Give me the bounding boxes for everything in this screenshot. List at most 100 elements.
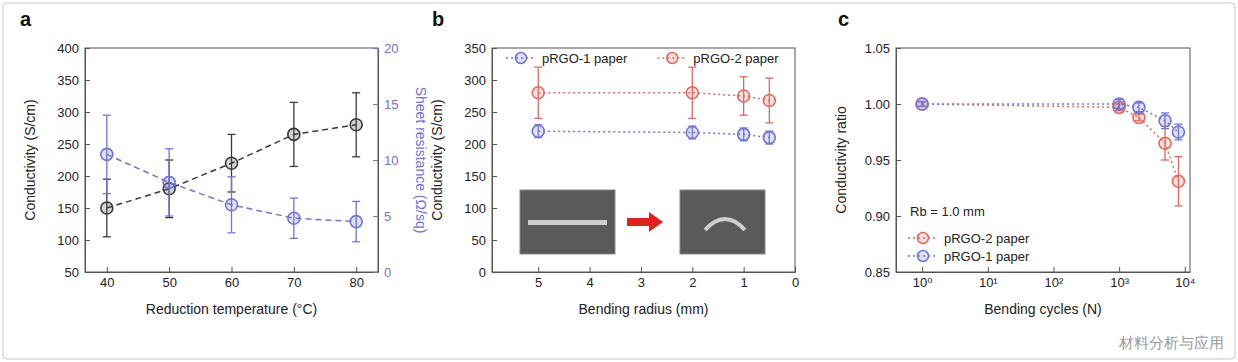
x-axis: 10⁰ 10¹ 10² 10³ 10⁴: [897, 267, 1196, 290]
error-bar-cap: [688, 67, 696, 68]
marker: [1133, 101, 1145, 113]
tick: 200: [57, 169, 90, 184]
tick: 300: [464, 73, 497, 88]
tick-mark: [1119, 267, 1120, 272]
error-bar-cap: [1161, 112, 1169, 113]
error-bar-cap: [1161, 128, 1169, 129]
legend-item: pRGO-1 paper: [908, 249, 1030, 264]
tick-mark: [85, 144, 90, 145]
tick: 4: [586, 267, 593, 290]
tick-mark: [538, 267, 539, 272]
tick: 0: [792, 267, 799, 290]
marker: [1172, 175, 1184, 187]
tick-mark: [294, 267, 295, 272]
tick-mark: [1053, 267, 1054, 272]
axis-line: [378, 49, 379, 273]
legend-label: pRGO-1 paper: [944, 249, 1030, 264]
tick: 100: [57, 233, 90, 248]
tick: 50: [472, 233, 497, 248]
error-bar-cap: [352, 201, 360, 202]
tick-label: 1: [741, 275, 748, 290]
marker: [763, 132, 775, 144]
tick-label: 300: [464, 73, 486, 88]
error-bar-cap: [740, 76, 748, 77]
x-axis-title: Bending cycles (N): [984, 301, 1102, 317]
tick-label: 80: [349, 275, 363, 290]
error-bar-cap: [688, 118, 696, 119]
legend-marker: [667, 53, 678, 64]
error-bar-cap: [1161, 159, 1169, 160]
tick-label: 4: [586, 275, 593, 290]
tick: 10²: [1045, 267, 1064, 290]
tick: 50: [162, 267, 176, 290]
legend-marker: [918, 251, 929, 262]
tick: 10¹: [979, 267, 998, 290]
panel-label: a: [20, 8, 32, 30]
tick-mark: [492, 176, 497, 177]
marker: [1172, 126, 1184, 138]
error-bar-cap: [352, 156, 360, 157]
tick-mark: [492, 240, 497, 241]
tick-label: 10¹: [979, 275, 998, 290]
legend-item: pRGO-2 paper: [657, 51, 779, 66]
y-axis: 50100150200250300350400: [57, 41, 90, 280]
error-bar-cap: [534, 67, 542, 68]
tick: 80: [349, 267, 363, 290]
tick: 10³: [1110, 267, 1129, 290]
tick: 50: [65, 265, 90, 280]
tick: 0: [479, 265, 497, 280]
legend-label: pRGO-1 paper: [542, 51, 628, 66]
tick-mark: [896, 160, 901, 161]
error-bar-cap: [352, 241, 360, 242]
series-line: [538, 131, 769, 137]
error-bar-cap: [103, 115, 111, 116]
y2-axis-title: Sheet resistance (Ω/sq): [413, 87, 429, 234]
tick-label: 400: [57, 41, 79, 56]
tick-mark: [795, 267, 796, 272]
marker: [226, 199, 238, 211]
legend: Rb = 1.0 mmpRGO-2 paperpRGO-1 paper: [908, 204, 1030, 264]
axis-line: [492, 49, 493, 273]
tick-label: 10⁰: [913, 275, 933, 290]
tick-label: 3: [638, 275, 645, 290]
tick-mark: [373, 104, 378, 105]
tick-mark: [373, 216, 378, 217]
error-bar-cap: [534, 118, 542, 119]
tick-label: 60: [225, 275, 239, 290]
legend-item: pRGO-2 paper: [908, 231, 1030, 246]
tick-mark: [373, 272, 378, 273]
tick-label: 70: [287, 275, 301, 290]
tick: 2: [689, 267, 696, 290]
marker: [350, 119, 362, 131]
error-bar-cap: [228, 176, 236, 177]
tick-label: 100: [464, 201, 486, 216]
error-bar-cap: [165, 217, 173, 218]
tick-mark: [85, 240, 90, 241]
tick-label: 50: [65, 265, 79, 280]
marker: [101, 202, 113, 214]
x-axis-title: Reduction temperature (°C): [146, 301, 317, 317]
error-bar-cap: [765, 122, 773, 123]
tick-label: 40: [100, 275, 114, 290]
tick: 1.00: [865, 97, 901, 112]
y-axis: 0.850.900.951.001.05: [865, 41, 901, 280]
tick-mark: [922, 267, 923, 272]
axis-line: [86, 272, 379, 273]
tick: 3: [638, 267, 645, 290]
tick: 1: [741, 267, 748, 290]
tick-label: 1.05: [865, 41, 890, 56]
marker: [738, 90, 750, 102]
legend-label: pRGO-2 paper: [944, 231, 1030, 246]
panel-label: b: [432, 8, 444, 30]
tick-label: 200: [464, 137, 486, 152]
y2-axis: 05101520: [373, 41, 398, 280]
tick: 350: [57, 73, 90, 88]
tick-mark: [692, 267, 693, 272]
tick-mark: [492, 144, 497, 145]
series-line: [922, 104, 1178, 181]
marker: [288, 212, 300, 224]
tick-label: 10⁴: [1175, 275, 1195, 290]
tick-label: 0.90: [865, 209, 890, 224]
marks: [916, 98, 1184, 206]
tick: 100: [464, 201, 497, 216]
